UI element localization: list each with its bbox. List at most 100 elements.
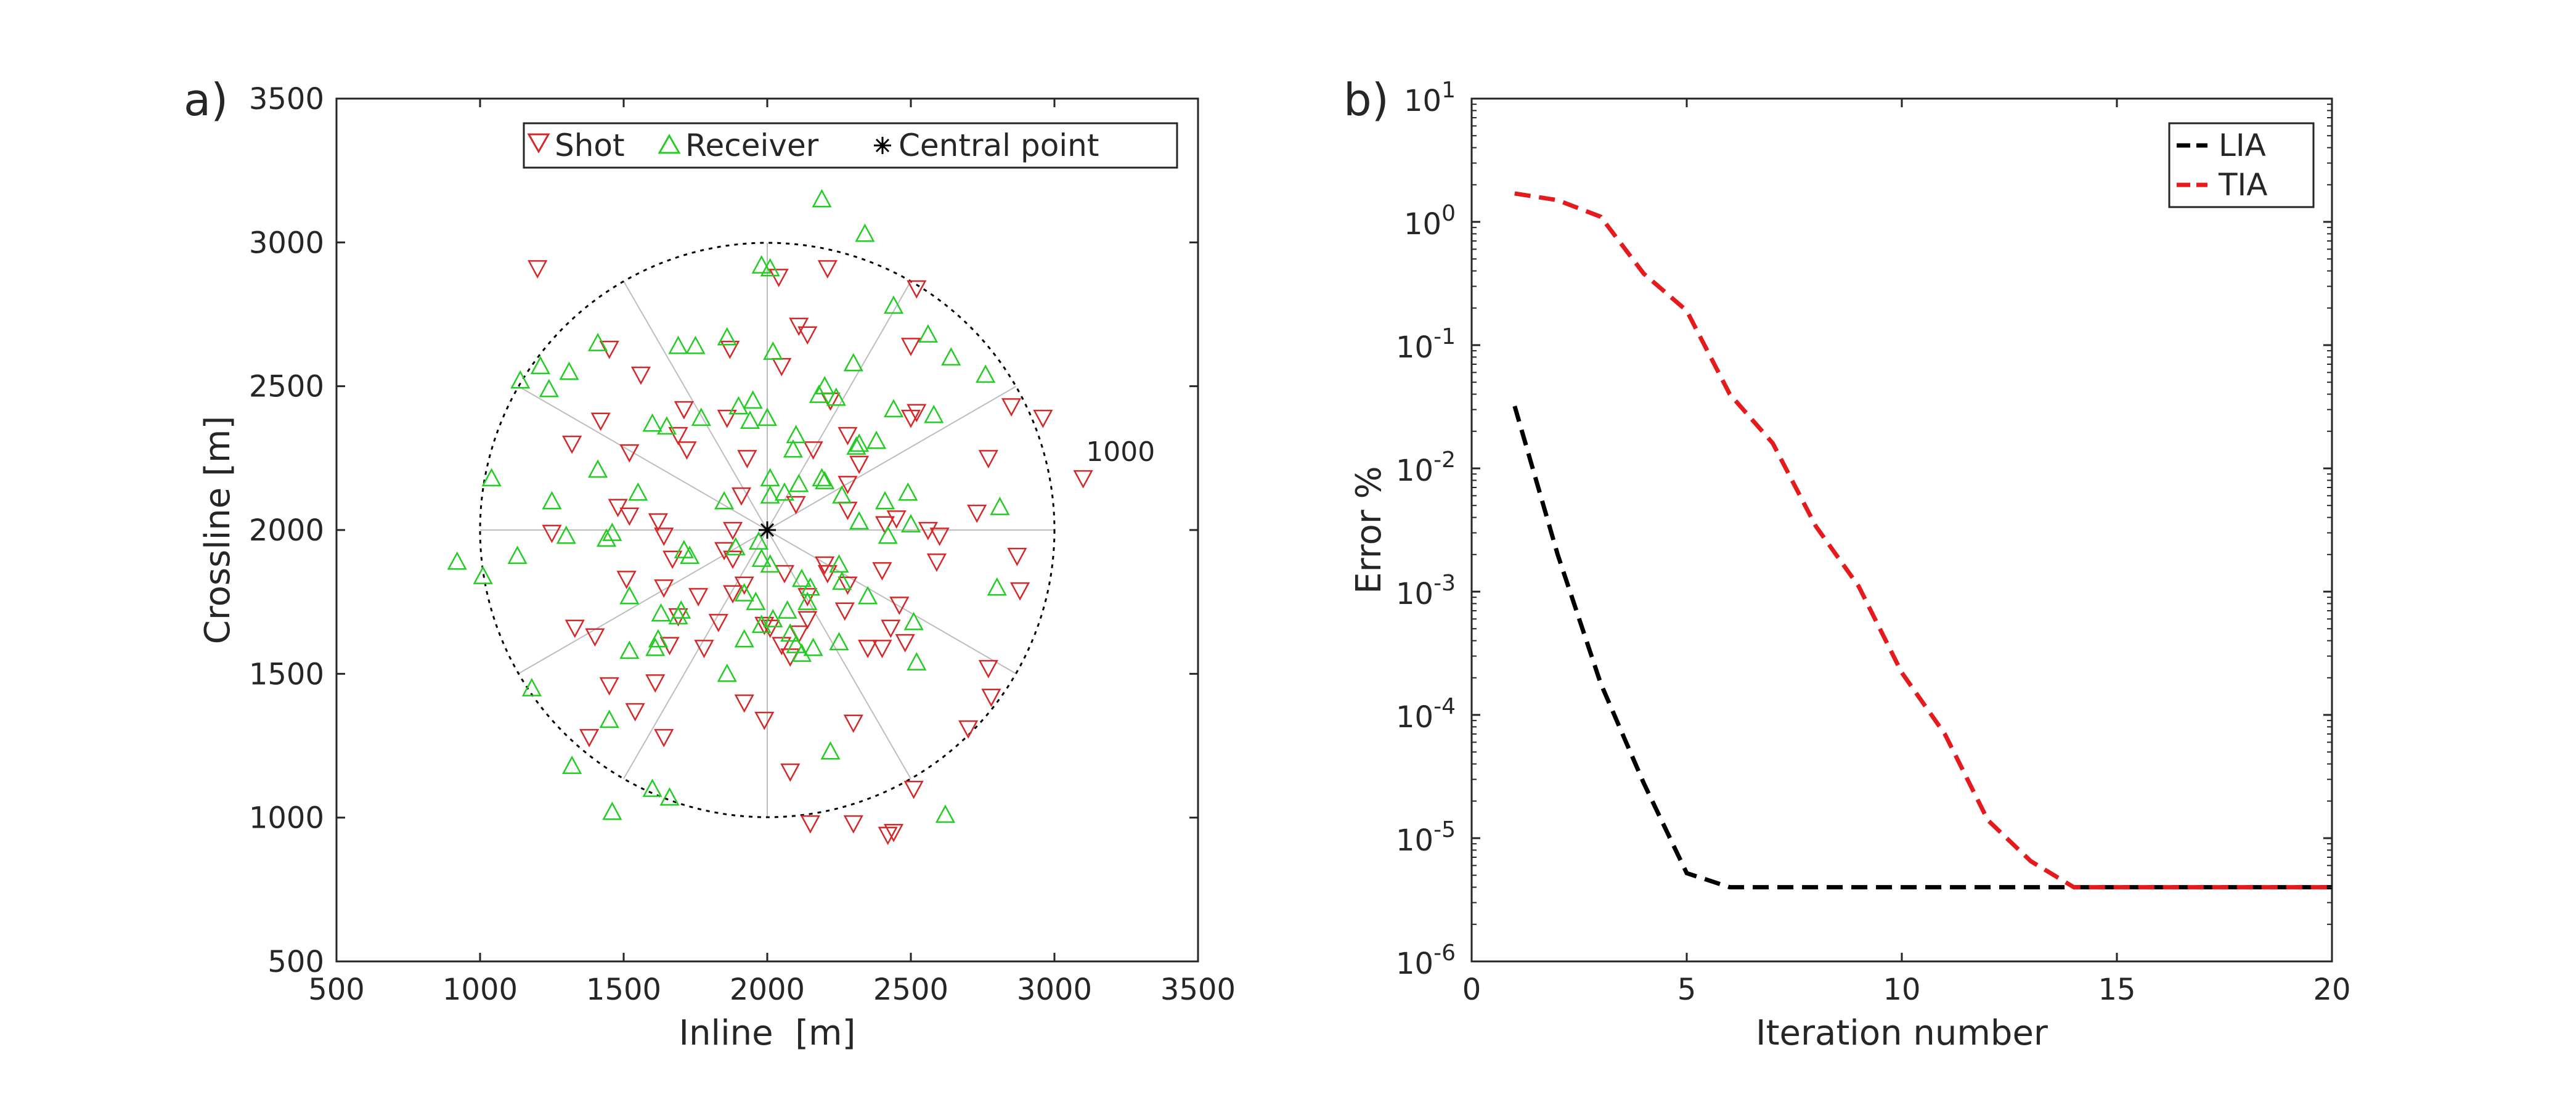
receiver-marker — [900, 514, 921, 532]
shot-marker — [654, 728, 674, 748]
shot-marker — [981, 688, 1001, 708]
receiver-marker — [680, 545, 700, 565]
receiver-marker — [849, 433, 870, 452]
x-tick-label: 500 — [308, 973, 365, 1007]
shot-marker — [967, 504, 987, 523]
receiver-marker — [507, 545, 528, 565]
legend-central-label: Central point — [899, 128, 1099, 163]
y-tick-label: 10-4 — [1396, 694, 1456, 735]
receiver-marker — [976, 364, 996, 383]
shot-marker — [907, 404, 927, 423]
shot-marker — [1009, 582, 1030, 601]
receiver-marker — [846, 436, 866, 455]
shot-marker — [926, 553, 947, 572]
receiver-marker — [751, 614, 772, 634]
shot-marker — [668, 426, 688, 446]
shot-marker — [677, 441, 697, 460]
receiver-marker — [559, 361, 579, 380]
shot-marker — [929, 528, 950, 546]
x-tick-label: 5 — [1677, 973, 1697, 1007]
spoke-line — [767, 529, 911, 780]
receiver-marker — [935, 804, 956, 823]
shot-marker — [625, 703, 645, 722]
receiver-marker — [987, 577, 1007, 596]
shot-marker — [737, 450, 757, 468]
legend-shot-marker — [527, 133, 550, 154]
shot-marker — [590, 412, 611, 431]
shot-marker — [858, 640, 878, 658]
shot-marker — [619, 507, 640, 526]
receiver-marker — [596, 528, 617, 547]
central-point-marker — [759, 521, 776, 539]
shot-marker — [717, 409, 737, 428]
receiver-marker — [803, 637, 823, 656]
x-tick-label: 15 — [2098, 973, 2135, 1007]
shot-marker — [918, 521, 939, 540]
shot-marker — [797, 326, 818, 345]
receiver-marker — [809, 385, 829, 403]
shot-marker — [722, 521, 743, 540]
shot-marker — [797, 588, 818, 606]
receiver-marker — [918, 324, 939, 343]
receiver-marker — [878, 525, 898, 544]
spoke-line — [623, 529, 768, 780]
shot-marker — [978, 659, 998, 679]
legend-tia-label: TIA — [2218, 167, 2268, 203]
shot-marker — [585, 628, 605, 647]
receiver-marker — [556, 525, 576, 544]
receiver-marker — [530, 356, 550, 375]
receiver-marker — [751, 548, 772, 567]
shot-marker — [688, 588, 709, 606]
shot-marker — [579, 728, 600, 748]
receiver-marker — [820, 741, 841, 760]
shot-marker — [780, 763, 801, 782]
receiver-marker — [832, 571, 852, 590]
y-tick-label: 10-3 — [1396, 571, 1456, 611]
panel-b-y-axis-label: Error % — [1349, 466, 1389, 594]
panel-a-x-ticks: 500 1000 1500 2000 2500 3000 3500 — [308, 99, 1236, 1007]
shot-marker — [731, 487, 752, 506]
receiver-marker — [866, 430, 887, 449]
x-tick-label: 2000 — [730, 973, 805, 1007]
x-tick-label: 3000 — [1017, 973, 1092, 1007]
radius-label: 1000 — [1086, 436, 1155, 468]
shot-marker — [754, 616, 775, 635]
receiver-marker — [473, 566, 493, 584]
shot-marker — [599, 340, 619, 359]
shot-marker — [838, 576, 858, 595]
shot-marker — [1007, 547, 1027, 566]
receiver-marker — [642, 778, 662, 797]
receiver-marker — [763, 341, 783, 360]
receiver-marker — [990, 497, 1010, 515]
shot-marker — [843, 714, 863, 733]
radius-circle — [479, 242, 1056, 818]
shot-marker — [838, 426, 858, 446]
x-tick-label: 10 — [1883, 973, 1920, 1007]
receiver-marker — [760, 485, 780, 504]
shot-marker — [803, 441, 823, 460]
x-tick-label: 1000 — [442, 973, 518, 1007]
receiver-marker — [619, 585, 640, 605]
receiver-marker — [903, 611, 924, 630]
receiver-marker — [481, 468, 502, 487]
legend-receiver-label: Receiver — [685, 128, 819, 163]
shot-marker — [900, 338, 921, 356]
panel-b-y-ticks: 101 100 10-1 10-2 10-3 10-4 10-5 10-6 — [1396, 78, 2332, 981]
shot-marker — [883, 823, 904, 842]
receiver-marker — [812, 468, 832, 487]
panel-a-y-axis-label: Crossline [m] — [198, 416, 238, 645]
legend-receiver-marker — [658, 133, 681, 154]
panel-b-x-ticks: 0 5 10 15 20 — [1462, 99, 2351, 1007]
receiver-marker — [728, 396, 749, 415]
receiver-marker — [843, 353, 863, 372]
receiver-marker — [717, 663, 737, 682]
receiver-marker — [791, 568, 812, 587]
panel-b-x-axis-label: Iteration number — [1756, 1013, 2048, 1053]
receiver-marker — [656, 416, 677, 435]
shot-marker — [849, 455, 870, 475]
receiver-marker — [797, 592, 818, 610]
receiver-marker — [780, 623, 801, 642]
shot-marker — [834, 602, 855, 621]
receiver-marker — [826, 387, 846, 406]
x-tick-label: 20 — [2313, 973, 2350, 1007]
